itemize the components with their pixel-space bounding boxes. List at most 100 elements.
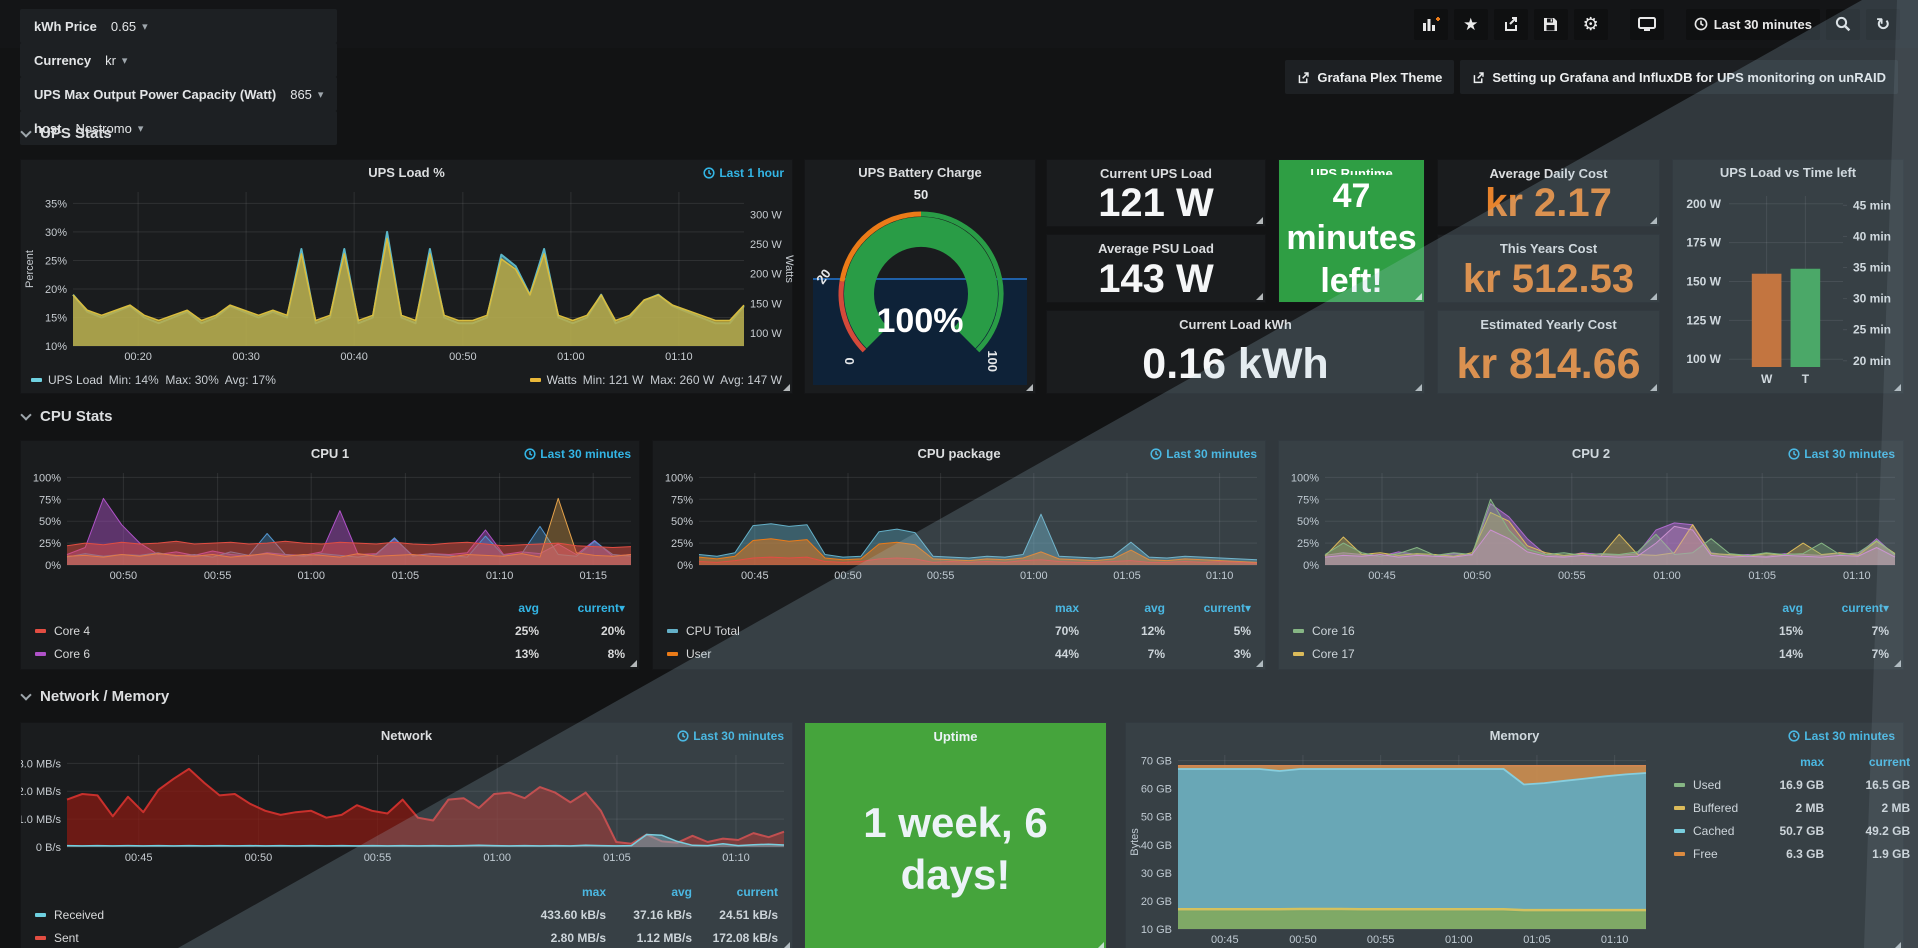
panel-time-range[interactable]: Last 30 minutes <box>677 729 784 743</box>
legend-sort-max[interactable]: max <box>1054 601 1079 615</box>
panel-title[interactable]: Current Load kWh <box>1179 317 1292 332</box>
legend-sort-current[interactable]: current▾ <box>1203 601 1251 615</box>
panel-title[interactable]: UPS Battery Charge <box>858 165 982 180</box>
section-network-memory[interactable]: Network / Memory <box>20 688 170 705</box>
legend-series-core-6[interactable]: Core 6 <box>35 647 453 661</box>
svg-text:150 W: 150 W <box>1686 275 1721 289</box>
svg-text:30 min: 30 min <box>1853 292 1891 306</box>
variable-ups-max-output-power-capacity-watt-[interactable]: UPS Max Output Power Capacity (Watt) 865… <box>20 77 338 111</box>
panel-title[interactable]: UPS Runtime <box>1310 166 1393 175</box>
panel-title[interactable]: Network <box>380 728 433 743</box>
panel-title[interactable]: CPU package <box>917 446 1001 461</box>
legend-series-ups-load[interactable]: UPS Load Min: 14% Max: 30% Avg: 17% <box>31 373 276 387</box>
panel-title[interactable]: Average PSU Load <box>1098 241 1214 256</box>
legend-series-received[interactable]: Received <box>35 908 520 922</box>
legend-sort-current[interactable]: current▾ <box>1841 601 1889 615</box>
legend-sort-current[interactable]: current▾ <box>577 601 625 615</box>
panel-ups-runtime[interactable]: UPS Runtime 47 minutes left! <box>1278 159 1425 303</box>
panel-title[interactable]: UPS Load % <box>368 165 445 180</box>
legend-series-sent[interactable]: Sent <box>35 931 520 945</box>
legend-sort-max[interactable]: max <box>1800 755 1825 769</box>
ups-load-chart[interactable]: 00:20 00:30 00:40 00:50 01:00 01:10 10% 15% 20% 2… <box>21 186 795 366</box>
zoom-out-button[interactable] <box>1826 8 1860 40</box>
time-picker[interactable]: Last 30 minutes <box>1685 8 1820 40</box>
dashboard-link[interactable]: Grafana Plex Theme <box>1285 60 1455 94</box>
variable-value[interactable]: Nostromo ▾ <box>75 120 144 136</box>
legend-sort-avg[interactable]: avg <box>671 885 692 899</box>
variable-label: UPS Max Output Power Capacity (Watt) <box>34 86 277 102</box>
panel-title[interactable]: CPU 2 <box>1571 446 1611 461</box>
legend-series-core-17[interactable]: Core 17 <box>1293 647 1717 661</box>
panel-title[interactable]: Uptime <box>933 729 978 744</box>
variable-currency[interactable]: Currency kr ▾ <box>20 43 338 77</box>
refresh-button[interactable]: ↻ <box>1866 8 1900 40</box>
network-chart[interactable]: 00:45 00:50 00:55 01:00 01:05 01:10 0 B/s 1.0 M… <box>18 749 794 867</box>
add-panel-button[interactable] <box>1413 8 1448 40</box>
legend-sort-current[interactable]: current <box>736 885 778 899</box>
legend-cell: 2 MB <box>1881 801 1911 815</box>
panel-current-load-kwh[interactable]: Current Load kWh 0.16 kWh <box>1046 310 1425 394</box>
ups-bar-chart[interactable]: 100 W 125 W 150 W 175 W 200 W 20 min 25 min 30 … <box>1673 186 1905 391</box>
panel-average-psu-load[interactable]: Average PSU Load 143 W <box>1046 234 1266 303</box>
legend-sort-max[interactable]: max <box>581 885 606 899</box>
panel-estimated-yearly-cost[interactable]: Estimated Yearly Cost kr 814.66 <box>1437 310 1660 394</box>
panel-time-range[interactable]: Last 30 minutes <box>1150 447 1257 461</box>
panel-title[interactable]: Memory <box>1489 728 1540 743</box>
section-ups-stats[interactable]: UPS Stats <box>20 125 112 142</box>
variable-value[interactable]: kr ▾ <box>105 52 128 68</box>
legend-sort-avg[interactable]: avg <box>1144 601 1165 615</box>
legend-series-watts[interactable]: Watts Min: 121 W Max: 260 W Avg: 147 W <box>529 373 782 387</box>
legend-series-cpu-total[interactable]: CPU Total <box>667 624 993 638</box>
svg-text:00:30: 00:30 <box>232 351 260 363</box>
panel-uptime[interactable]: Uptime 1 week, 6 days! <box>804 722 1107 948</box>
svg-text:01:00: 01:00 <box>1653 570 1681 582</box>
battery-gauge[interactable]: 0 20 50 100 <box>805 186 1037 386</box>
panel-title[interactable]: Current UPS Load <box>1100 166 1212 181</box>
cpu1-chart[interactable]: 00:50 00:55 01:00 01:05 01:10 01:15 0% 25% 50% 75… <box>21 467 641 585</box>
panel-current-ups-load[interactable]: Current UPS Load 121 W <box>1046 159 1266 227</box>
legend-series-buffered[interactable]: Buffered <box>1674 801 1738 815</box>
panel-time-range[interactable]: Last 1 hour <box>703 166 784 180</box>
legend-series-core-4[interactable]: Core 4 <box>35 624 453 638</box>
dashboard-link[interactable]: Setting up Grafana and InfluxDB for UPS … <box>1460 60 1898 94</box>
cpu2-chart[interactable]: 00:45 00:50 00:55 01:00 01:05 01:10 0% 25% 50% 75… <box>1279 467 1905 585</box>
svg-text:50: 50 <box>914 187 928 202</box>
panel-title[interactable]: CPU 1 <box>310 446 350 461</box>
panel-title[interactable]: Estimated Yearly Cost <box>1480 317 1617 332</box>
stat-value: 47 minutes left! <box>1286 176 1417 300</box>
settings-button[interactable]: ⚙ <box>1573 8 1608 40</box>
panel-title[interactable]: Average Daily Cost <box>1489 166 1608 181</box>
legend-series-used[interactable]: Used <box>1674 778 1738 792</box>
panel-time-range[interactable]: Last 30 minutes <box>1788 729 1895 743</box>
legend-series-free[interactable]: Free <box>1674 847 1738 861</box>
panel-time-range[interactable]: Last 30 minutes <box>1788 447 1895 461</box>
legend-series-core-16[interactable]: Core 16 <box>1293 624 1717 638</box>
save-button[interactable] <box>1533 8 1568 40</box>
tv-mode-button[interactable] <box>1629 8 1664 40</box>
panel-time-range[interactable]: Last 30 minutes <box>524 447 631 461</box>
panel-average-daily-cost[interactable]: Average Daily Cost kr 2.17 <box>1437 159 1660 227</box>
variable-value[interactable]: 865 ▾ <box>290 86 324 102</box>
svg-text:75%: 75% <box>671 494 693 506</box>
svg-text:20: 20 <box>813 266 834 287</box>
svg-text:1.0 MB/s: 1.0 MB/s <box>21 814 61 826</box>
cpu-package-chart[interactable]: 00:45 00:50 00:55 01:00 01:05 01:10 0% 25% 50% 75… <box>653 467 1267 585</box>
section-title: Network / Memory <box>40 688 170 705</box>
legend-cell: 15% <box>1778 624 1803 638</box>
memory-chart[interactable]: 00:45 00:50 00:55 01:00 01:05 01:10 10 GB 20 GB… <box>1126 749 1656 948</box>
share-button[interactable] <box>1493 8 1528 40</box>
variable-host[interactable]: host Nostromo ▾ <box>20 111 338 145</box>
legend-sort-avg[interactable]: avg <box>1782 601 1803 615</box>
legend-series-user[interactable]: User <box>667 647 993 661</box>
variable-kwh-price[interactable]: kWh Price 0.65 ▾ <box>20 9 338 43</box>
svg-text:00:40: 00:40 <box>340 351 368 363</box>
star-button[interactable]: ★ <box>1453 8 1488 40</box>
panel-title[interactable]: This Years Cost <box>1499 241 1598 256</box>
section-cpu-stats[interactable]: CPU Stats <box>20 408 113 425</box>
panel-this-years-cost[interactable]: This Years Cost kr 512.53 <box>1437 234 1660 303</box>
legend-sort-avg[interactable]: avg <box>518 601 539 615</box>
panel-title[interactable]: UPS Load vs Time left <box>1719 165 1857 180</box>
legend-sort-current[interactable]: current <box>1868 755 1911 769</box>
variable-value[interactable]: 0.65 ▾ <box>110 18 148 34</box>
legend-series-cached[interactable]: Cached <box>1674 824 1738 838</box>
